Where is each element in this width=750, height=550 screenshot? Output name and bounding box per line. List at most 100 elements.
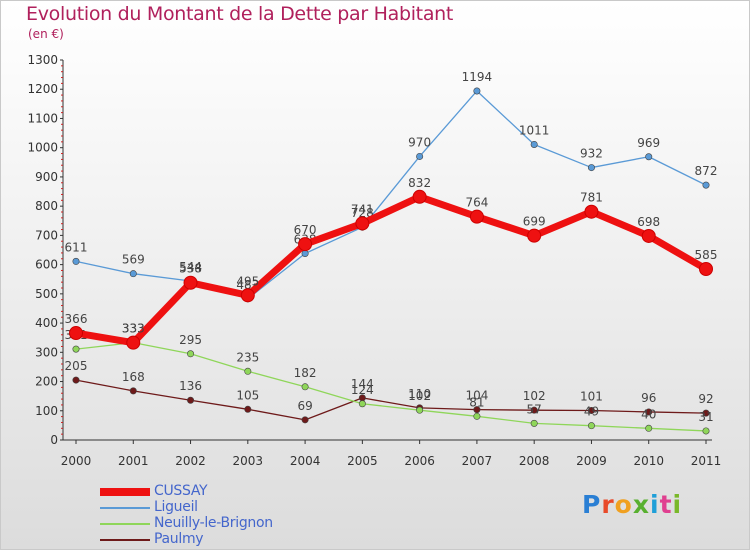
x-tick-label: 2002 [175, 454, 206, 468]
data-point [301, 383, 309, 391]
logo-letter: P [582, 490, 602, 519]
data-point [416, 152, 424, 160]
data-point [473, 406, 481, 414]
data-point [240, 288, 255, 303]
data-point [469, 209, 484, 224]
legend-swatch [100, 488, 150, 496]
data-label: 544 [179, 260, 202, 274]
data-label: 295 [179, 333, 202, 347]
legend-swatch [100, 539, 150, 541]
proxiti-logo: Proxiti [582, 490, 682, 519]
data-point [72, 376, 80, 384]
data-point [530, 419, 538, 427]
legend-swatch [100, 523, 150, 525]
series-neuilly-le-brignon: 3113332952351821241028157494031 [65, 322, 714, 435]
data-point [244, 405, 252, 413]
data-point [412, 189, 427, 204]
data-point [473, 87, 481, 95]
data-point [473, 412, 481, 420]
data-point [641, 228, 656, 243]
data-label: 40 [641, 407, 656, 421]
data-point [126, 335, 141, 350]
x-tick-label: 2000 [61, 454, 92, 468]
y-tick-label: 200 [35, 375, 58, 389]
y-tick-label: 500 [35, 287, 58, 301]
data-label: 699 [523, 215, 546, 229]
data-point [645, 153, 653, 161]
data-label: 105 [236, 388, 259, 402]
x-tick-label: 2009 [576, 454, 607, 468]
data-label: 698 [637, 215, 660, 229]
data-label: 92 [698, 392, 713, 406]
data-point [244, 367, 252, 375]
data-label: 611 [65, 240, 88, 254]
data-point [584, 204, 599, 219]
data-label: 124 [351, 383, 374, 397]
data-label: 81 [469, 395, 484, 409]
series-cussay: 366 333 538 495 670 741 832 764 699 781 698 585 [65, 176, 718, 350]
data-label: 168 [122, 370, 145, 384]
data-label: 741 [351, 202, 374, 216]
data-point [129, 387, 137, 395]
data-point [587, 422, 595, 430]
y-tick-label: 300 [35, 345, 58, 359]
data-point [530, 406, 538, 414]
data-label: 49 [584, 405, 599, 419]
data-label: 728 [351, 206, 374, 220]
data-point [72, 257, 80, 265]
x-tick-label: 2006 [404, 454, 435, 468]
data-label: 832 [408, 176, 431, 190]
data-point [129, 270, 137, 278]
data-label: 970 [408, 135, 431, 149]
series-ligueil: 61156954448363872897011941011932969872 [65, 70, 717, 303]
legend-label: Paulmy [154, 531, 204, 547]
y-tick-label: 0 [50, 433, 58, 447]
data-point [587, 406, 595, 414]
data-label: 585 [695, 248, 718, 262]
data-label: 333 [122, 322, 145, 336]
y-tick-label: 400 [35, 316, 58, 330]
chart-title: Evolution du Montant de la Dette par Hab… [26, 3, 454, 25]
logo-letter: i [672, 490, 683, 519]
series-paulmy: 205 168 136 105 69 144 110 104 102 101 96 92 [65, 359, 714, 424]
logo-letter: t [659, 490, 673, 519]
data-label: 96 [641, 391, 656, 405]
y-tick-label: 1200 [27, 82, 58, 96]
y-tick-label: 100 [35, 404, 58, 418]
x-tick-label: 2003 [233, 454, 264, 468]
data-point [69, 326, 83, 341]
data-point [699, 262, 713, 276]
data-label: 495 [236, 274, 259, 288]
data-point [72, 345, 80, 353]
x-tick-label: 2011 [691, 454, 722, 468]
x-tick-label: 2007 [462, 454, 493, 468]
logo-letter: o [614, 490, 633, 519]
series-line [75, 193, 708, 347]
y-tick-label: 700 [35, 228, 58, 242]
data-point [645, 408, 653, 416]
data-label: 932 [580, 147, 603, 161]
data-point [702, 409, 710, 417]
x-tick-label: 2005 [347, 454, 378, 468]
data-point [187, 396, 195, 404]
unit-label: (en €) [28, 27, 64, 41]
data-label: 136 [179, 379, 202, 393]
y-tick-label: 1100 [27, 111, 58, 125]
data-label: 104 [465, 389, 488, 403]
data-label: 1011 [519, 123, 550, 137]
logo-letter: r [601, 490, 615, 519]
data-label: 102 [523, 389, 546, 403]
data-label: 569 [122, 253, 145, 267]
series-line [75, 342, 707, 432]
series-line [75, 90, 707, 300]
data-label: 764 [465, 196, 488, 210]
data-label: 538 [179, 262, 202, 276]
data-label: 102 [408, 389, 431, 403]
logo-letter: x [632, 490, 650, 519]
x-tick-label: 2001 [118, 454, 149, 468]
data-point [298, 237, 313, 252]
data-label: 101 [580, 389, 603, 403]
data-point [530, 140, 538, 148]
data-label: 670 [294, 223, 317, 237]
data-point [183, 275, 198, 290]
